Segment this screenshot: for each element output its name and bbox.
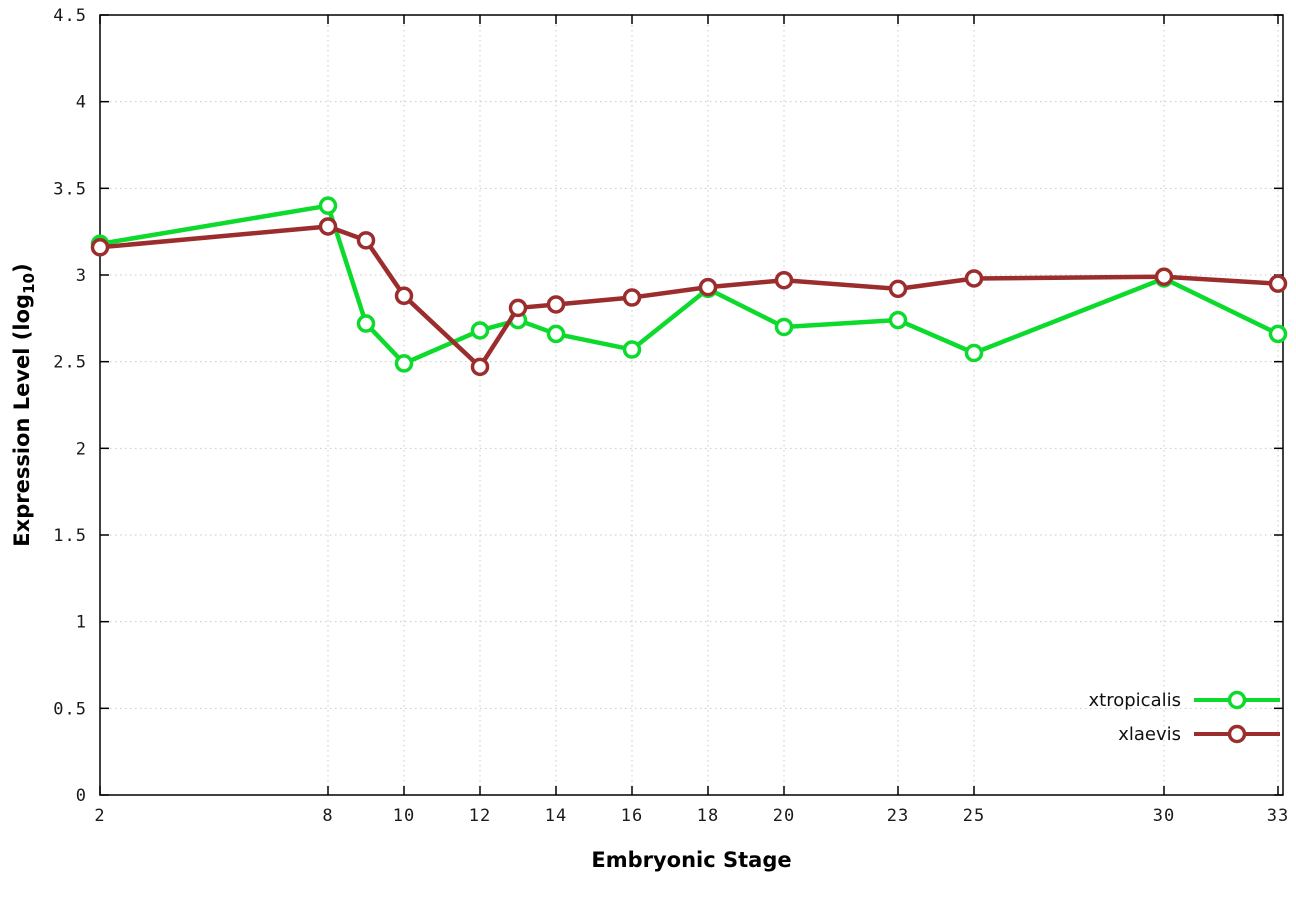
series-xlaevis-point — [964, 269, 984, 288]
series-xtropicalis-point — [774, 317, 794, 337]
x-tick-label: 2 — [94, 806, 105, 826]
y-tick-label: 2 — [76, 439, 87, 459]
series-xtropicalis-point — [622, 340, 642, 359]
legend-marker-xtropicalis — [1194, 690, 1280, 710]
series-xlaevis-point — [508, 298, 528, 318]
y-tick-label: 1.5 — [53, 526, 87, 546]
x-tick-label: 33 — [1267, 806, 1289, 826]
y-tick-label: 3.5 — [53, 179, 87, 199]
y-tick-label: 3 — [76, 266, 87, 286]
series-xtropicalis-point — [394, 354, 414, 373]
series-xtropicalis-point — [356, 314, 376, 333]
y-axis-title: Expression Level (log10) — [9, 263, 39, 547]
x-tick-label: 25 — [963, 806, 985, 826]
series-xlaevis-point — [356, 231, 376, 250]
series-xtropicalis-point — [964, 343, 984, 363]
y-tick-label: 4 — [76, 93, 87, 113]
series-xlaevis-point — [470, 357, 490, 377]
series-xlaevis-point — [1154, 267, 1174, 286]
series-xlaevis-point — [1268, 274, 1288, 293]
x-tick-label: 10 — [393, 806, 415, 826]
plot-border — [99, 14, 1284, 796]
legend-marker-xlaevis — [1194, 724, 1280, 744]
y-tick-label: 0 — [76, 786, 87, 806]
y-tick-label: 2.5 — [53, 353, 87, 373]
x-tick-label: 30 — [1153, 806, 1175, 826]
legend: xtropicalis xlaevis — [1089, 686, 1283, 748]
x-tick-label: 18 — [697, 806, 719, 826]
series-xtropicalis-point — [546, 324, 566, 344]
x-tick-label: 12 — [469, 806, 491, 826]
legend-label-xlaevis: xlaevis — [1118, 723, 1181, 745]
legend-entry-xtropicalis: xtropicalis — [1089, 686, 1283, 714]
x-tick-label: 23 — [887, 806, 909, 826]
x-tick-label: 8 — [322, 806, 333, 826]
series-xlaevis-point — [698, 277, 718, 297]
series-xtropicalis-point — [888, 310, 908, 330]
legend-circle-icon — [1227, 724, 1247, 744]
series-xlaevis-point — [774, 270, 794, 290]
legend-label-xtropicalis: xtropicalis — [1088, 689, 1181, 711]
series-xlaevis-point — [622, 288, 642, 307]
series-xlaevis-point — [394, 286, 414, 306]
y-tick-label: 4.5 — [53, 6, 87, 26]
y-tick-label: 0.5 — [53, 699, 87, 719]
x-tick-label: 16 — [621, 806, 643, 826]
x-tick-label: 14 — [545, 806, 567, 826]
series-xlaevis-point — [318, 217, 338, 236]
series-xlaevis-point — [888, 279, 908, 299]
series-xlaevis-point — [546, 295, 566, 314]
series-xtropicalis-point — [470, 321, 490, 340]
y-tick-label: 1 — [76, 613, 87, 633]
series-xlaevis-point — [90, 238, 110, 257]
x-tick-label: 20 — [773, 806, 795, 826]
legend-circle-icon — [1227, 690, 1247, 710]
legend-entry-xlaevis: xlaevis — [1089, 720, 1283, 748]
series-xtropicalis-point — [1268, 324, 1288, 344]
x-axis-title: Embryonic Stage — [591, 848, 792, 872]
series-xlaevis-line — [97, 224, 1281, 370]
series-xtropicalis-point — [318, 196, 338, 215]
